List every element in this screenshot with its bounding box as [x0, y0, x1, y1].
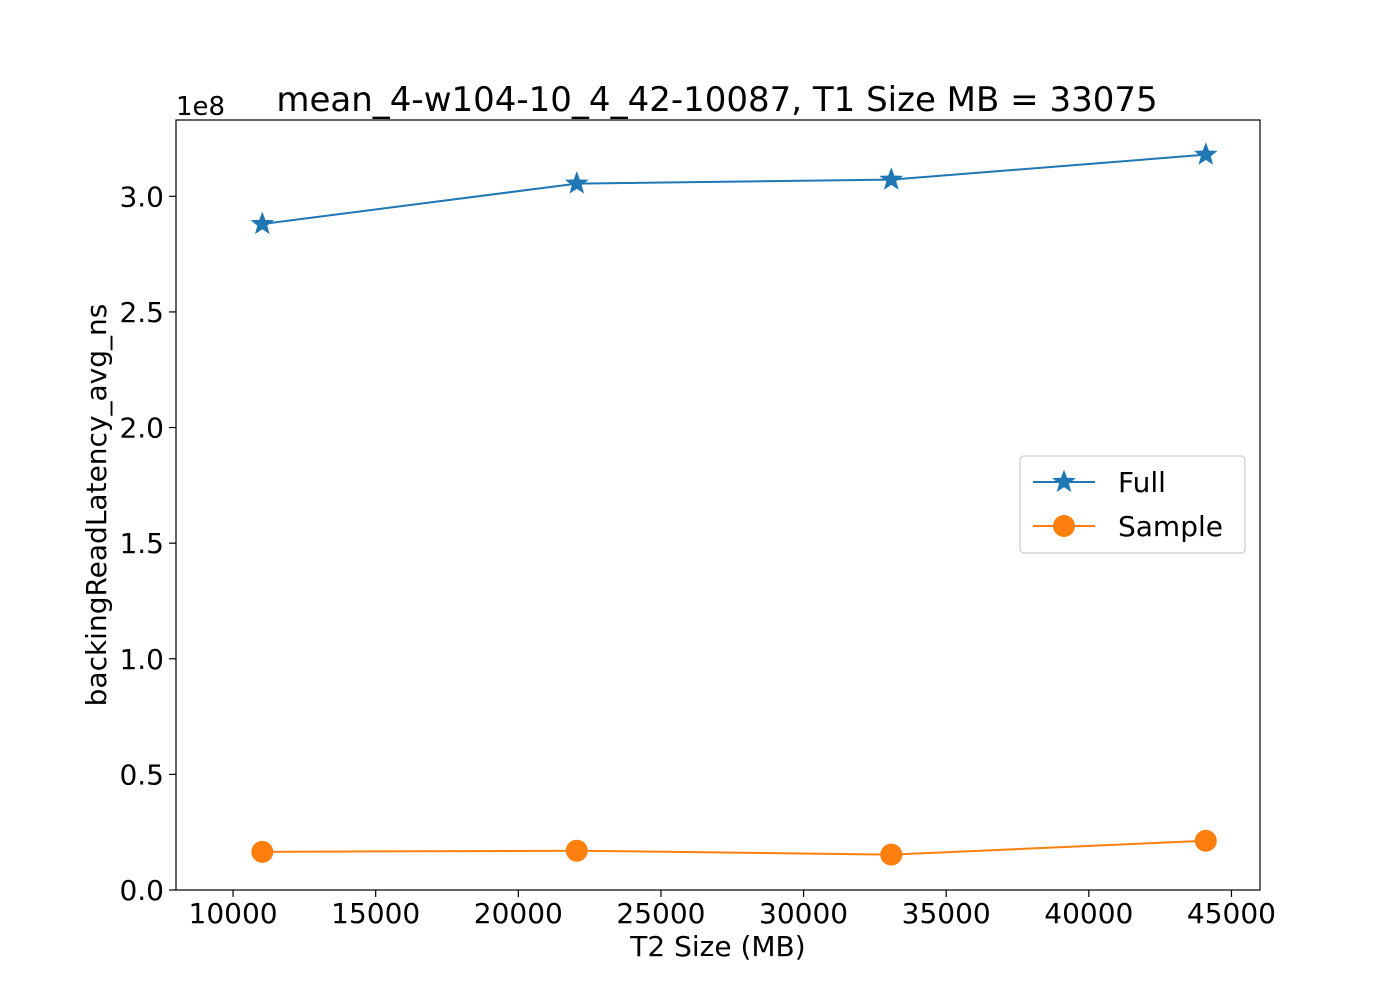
series-line-sample — [262, 839, 1206, 856]
y-tick-label: 1.0 — [119, 643, 164, 676]
data-point-full — [564, 171, 589, 194]
y-tick-label: 2.5 — [119, 296, 164, 329]
legend-marker-sample — [1053, 515, 1075, 537]
plot-area — [250, 142, 1218, 866]
x-tick-label: 15000 — [331, 897, 420, 930]
legend-frame — [1019, 455, 1246, 554]
legend-marker-full — [1052, 469, 1076, 493]
legend: Full Sample — [1019, 455, 1246, 554]
y-tick-label: 0.5 — [119, 758, 164, 791]
data-point-full — [879, 167, 904, 190]
x-tick-label: 25000 — [616, 897, 705, 930]
x-tick-label: 30000 — [759, 897, 848, 930]
y-tick-label: 2.0 — [119, 412, 164, 445]
x-tick-label: 40000 — [1044, 897, 1133, 930]
y-tick-label: 1.5 — [119, 527, 164, 560]
data-point-sample — [565, 839, 588, 862]
x-tick-label: 20000 — [474, 897, 563, 930]
data-point-sample — [251, 840, 274, 863]
y-tick-label: 3.0 — [119, 180, 164, 213]
chart-title: mean_4-w104-10_4_42-10087, T1 Size MB = … — [276, 80, 1157, 120]
y-tick-label: 0.0 — [119, 874, 164, 907]
legend-label-full: Full — [1118, 466, 1166, 499]
y-axis-label: backingReadLatency_avg_ns — [80, 304, 113, 707]
x-tick-label: 45000 — [1187, 897, 1276, 930]
legend-label-sample: Sample — [1118, 510, 1223, 543]
y-offset-label: 1e8 — [176, 92, 225, 122]
x-axis-label: T2 Size (MB) — [629, 930, 805, 963]
x-axis-ticks: 10000 15000 20000 25000 30000 35000 40000 45000 — [189, 890, 1276, 930]
data-point-sample — [1194, 829, 1217, 852]
data-point-sample — [880, 843, 903, 866]
x-tick-label: 10000 — [189, 897, 278, 930]
x-tick-label: 35000 — [902, 897, 991, 930]
plot-frame — [175, 119, 1261, 891]
data-point-full — [250, 211, 275, 235]
data-point-full — [1193, 142, 1218, 165]
series-line-full — [262, 153, 1206, 226]
y-axis-ticks: 0.0 0.5 1.0 1.5 2.0 2.5 3.0 — [119, 180, 176, 907]
